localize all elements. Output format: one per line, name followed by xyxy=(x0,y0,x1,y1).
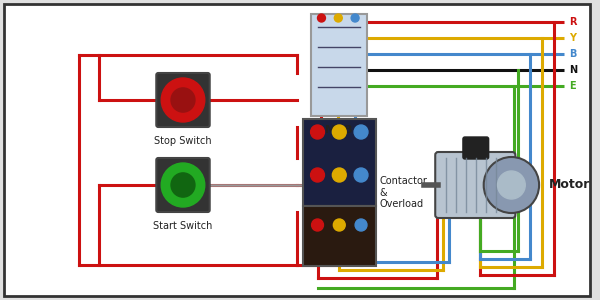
Circle shape xyxy=(171,88,195,112)
Circle shape xyxy=(332,168,346,182)
Circle shape xyxy=(311,219,323,231)
Text: N: N xyxy=(569,65,577,75)
FancyBboxPatch shape xyxy=(156,73,210,127)
Text: Y: Y xyxy=(569,33,576,43)
Text: MCB: MCB xyxy=(325,125,353,135)
FancyBboxPatch shape xyxy=(463,137,488,159)
Circle shape xyxy=(484,157,539,213)
Circle shape xyxy=(332,125,346,139)
Circle shape xyxy=(311,125,325,139)
Circle shape xyxy=(354,168,368,182)
FancyBboxPatch shape xyxy=(311,14,367,116)
Circle shape xyxy=(161,78,205,122)
FancyBboxPatch shape xyxy=(435,152,515,218)
Circle shape xyxy=(161,163,205,207)
Text: B: B xyxy=(569,49,576,59)
Text: Stop Switch: Stop Switch xyxy=(154,136,212,146)
Circle shape xyxy=(171,173,195,197)
Circle shape xyxy=(354,125,368,139)
FancyBboxPatch shape xyxy=(4,4,590,296)
Text: Start Switch: Start Switch xyxy=(154,221,212,231)
Text: R: R xyxy=(569,17,576,27)
Circle shape xyxy=(334,219,345,231)
FancyBboxPatch shape xyxy=(302,119,376,206)
Text: E: E xyxy=(569,81,575,91)
Circle shape xyxy=(355,219,367,231)
Circle shape xyxy=(497,171,525,199)
FancyBboxPatch shape xyxy=(302,206,376,266)
Circle shape xyxy=(334,14,342,22)
Text: Contactor
&
Overload: Contactor & Overload xyxy=(380,176,428,209)
Text: Motor: Motor xyxy=(549,178,590,191)
Circle shape xyxy=(317,14,325,22)
Circle shape xyxy=(351,14,359,22)
Circle shape xyxy=(311,168,325,182)
FancyBboxPatch shape xyxy=(156,158,210,212)
